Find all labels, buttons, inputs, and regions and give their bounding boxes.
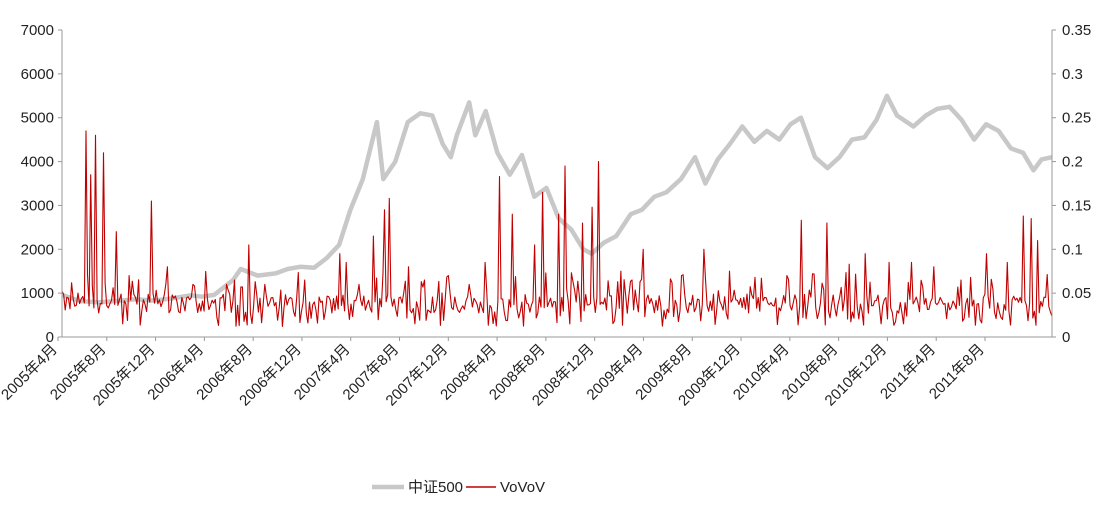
right-tick-label: 0.25 bbox=[1062, 110, 1091, 127]
left-tick-label: 6000 bbox=[21, 66, 54, 83]
right-tick-label: 0.15 bbox=[1062, 197, 1091, 214]
right-tick-label: 0.2 bbox=[1062, 154, 1083, 171]
right-tick-label: 0.3 bbox=[1062, 66, 1083, 83]
left-tick-label: 4000 bbox=[21, 154, 54, 171]
axes-layer: 0100020003000400050006000700000.050.10.1… bbox=[0, 22, 1091, 409]
left-tick-label: 3000 bbox=[21, 197, 54, 214]
csi500-line bbox=[62, 96, 1052, 303]
legend-label-vovov: VoVoV bbox=[500, 479, 545, 496]
right-tick-label: 0.05 bbox=[1062, 285, 1091, 302]
legend-label-csi500: 中证500 bbox=[408, 479, 463, 496]
right-tick-label: 0.1 bbox=[1062, 241, 1083, 258]
left-tick-label: 7000 bbox=[21, 22, 54, 39]
right-tick-label: 0 bbox=[1062, 329, 1070, 346]
left-tick-label: 1000 bbox=[21, 285, 54, 302]
legend: 中证500 VoVoV bbox=[372, 479, 545, 496]
left-tick-label: 2000 bbox=[21, 241, 54, 258]
csi500-series-layer bbox=[62, 96, 1052, 303]
left-tick-label: 5000 bbox=[21, 110, 54, 127]
right-tick-label: 0.35 bbox=[1062, 22, 1091, 39]
